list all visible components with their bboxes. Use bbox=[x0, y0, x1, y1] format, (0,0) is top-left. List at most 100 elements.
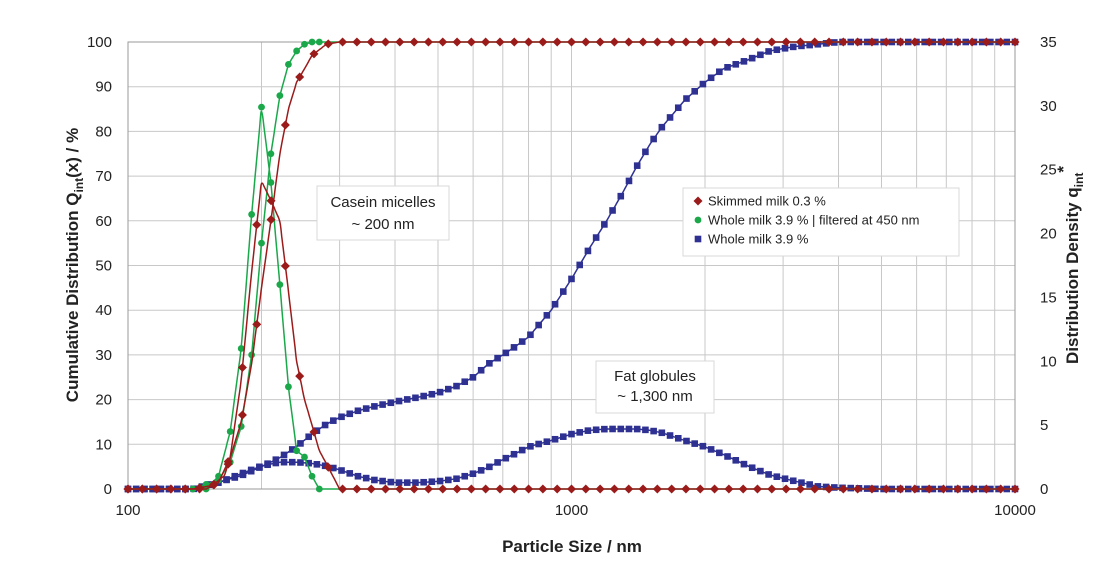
density-point bbox=[638, 484, 648, 494]
density-point bbox=[502, 454, 510, 462]
density-point bbox=[524, 484, 534, 494]
density-point bbox=[527, 443, 534, 450]
density-point bbox=[195, 484, 205, 494]
y-right-tick-label: 25 bbox=[1040, 162, 1057, 179]
density-point bbox=[272, 459, 280, 467]
legend-label: Whole milk 3.9 % bbox=[708, 232, 809, 247]
density-point bbox=[624, 484, 634, 494]
cumulative-point bbox=[330, 417, 337, 424]
cumulative-point bbox=[617, 192, 625, 200]
cumulative-point bbox=[567, 37, 576, 47]
cumulative-point bbox=[445, 385, 452, 393]
density-point bbox=[387, 478, 395, 486]
density-point bbox=[486, 463, 493, 471]
y-right-axis-title-sub: int bbox=[1072, 173, 1086, 188]
density-point bbox=[773, 473, 781, 480]
density-point bbox=[1010, 484, 1020, 494]
cumulative-point bbox=[346, 410, 354, 418]
density-point bbox=[338, 484, 348, 494]
cumulative-point bbox=[551, 300, 559, 308]
cumulative-point bbox=[674, 104, 682, 112]
cumulative-point bbox=[395, 37, 405, 47]
y-left-axis-ticks: 0 10 20 30 40 50 60 70 80 90 100 bbox=[87, 34, 112, 498]
density-point bbox=[280, 458, 288, 466]
cumulative-point bbox=[527, 331, 534, 339]
x-axis-ticks: 100 1000 10000 bbox=[115, 502, 1035, 519]
cumulative-point bbox=[781, 37, 791, 47]
cumulative-point bbox=[710, 37, 720, 47]
cumulative-point bbox=[266, 215, 276, 225]
density-point bbox=[581, 484, 591, 494]
density-point bbox=[707, 446, 715, 453]
cumulative-point bbox=[237, 410, 247, 420]
density-point bbox=[258, 103, 265, 111]
density-point bbox=[379, 477, 386, 485]
density-point bbox=[781, 484, 791, 494]
cumulative-point bbox=[323, 39, 333, 49]
cumulative-point bbox=[814, 40, 822, 48]
cumulative-point bbox=[724, 37, 734, 47]
density-point bbox=[371, 476, 378, 484]
density-point bbox=[237, 363, 247, 373]
density-point bbox=[658, 429, 666, 437]
cumulative-point bbox=[280, 451, 288, 459]
y-left-axis-title-sub: int bbox=[72, 178, 86, 193]
cumulative-point bbox=[552, 37, 562, 47]
density-point bbox=[981, 484, 991, 494]
density-point bbox=[252, 220, 262, 230]
cumulative-point bbox=[453, 382, 460, 390]
cumulative-point bbox=[576, 261, 584, 269]
density-point bbox=[231, 472, 239, 480]
cumulative-point bbox=[295, 72, 305, 82]
density-point bbox=[538, 484, 548, 494]
cumulative-point bbox=[258, 239, 265, 247]
density-point bbox=[699, 442, 707, 450]
density-point bbox=[436, 477, 444, 485]
density-point bbox=[683, 437, 690, 445]
cumulative-point bbox=[716, 68, 723, 76]
cumulative-point bbox=[354, 407, 362, 415]
cumulative-point bbox=[252, 319, 262, 329]
cumulative-point bbox=[953, 37, 963, 47]
cumulative-point bbox=[757, 51, 764, 59]
cumulative-point bbox=[789, 43, 797, 51]
cumulative-point bbox=[806, 41, 813, 49]
y-left-tick-label: 50 bbox=[95, 258, 112, 275]
cumulative-point bbox=[681, 37, 691, 47]
density-point bbox=[453, 475, 460, 483]
density-point bbox=[423, 484, 433, 494]
density-point bbox=[280, 261, 290, 271]
density-point bbox=[276, 281, 284, 289]
cumulative-point bbox=[798, 42, 805, 50]
density-point bbox=[420, 478, 427, 486]
density-point bbox=[996, 484, 1006, 494]
density-point bbox=[650, 427, 657, 435]
density-point bbox=[354, 472, 362, 480]
annotation-fat-line1: Fat globules bbox=[614, 368, 696, 385]
cumulative-point bbox=[748, 54, 756, 62]
cumulative-point bbox=[624, 37, 634, 47]
density-point bbox=[824, 484, 834, 494]
cumulative-point bbox=[625, 177, 633, 185]
cumulative-point bbox=[581, 37, 591, 47]
cumulative-point bbox=[707, 74, 715, 82]
density-point bbox=[338, 467, 345, 474]
density-point bbox=[552, 484, 562, 494]
density-point bbox=[724, 453, 731, 460]
cumulative-point bbox=[420, 392, 427, 400]
legend-marker-square bbox=[694, 235, 702, 243]
density-point bbox=[867, 484, 877, 494]
density-point bbox=[445, 476, 452, 484]
annotation-fat-line2: ~ 1,300 nm bbox=[617, 388, 692, 405]
y-left-axis-title-tail: (x) / % bbox=[63, 128, 82, 178]
density-point bbox=[559, 433, 567, 440]
cumulative-point bbox=[824, 37, 834, 47]
cumulative-point bbox=[293, 47, 301, 55]
cumulative-point bbox=[967, 37, 977, 47]
cumulative-point bbox=[509, 37, 519, 47]
legend-marker-diamond bbox=[693, 196, 703, 206]
density-point bbox=[412, 479, 419, 486]
density-point bbox=[477, 467, 485, 474]
cumulative-point bbox=[438, 37, 448, 47]
cumulative-point bbox=[691, 88, 698, 95]
